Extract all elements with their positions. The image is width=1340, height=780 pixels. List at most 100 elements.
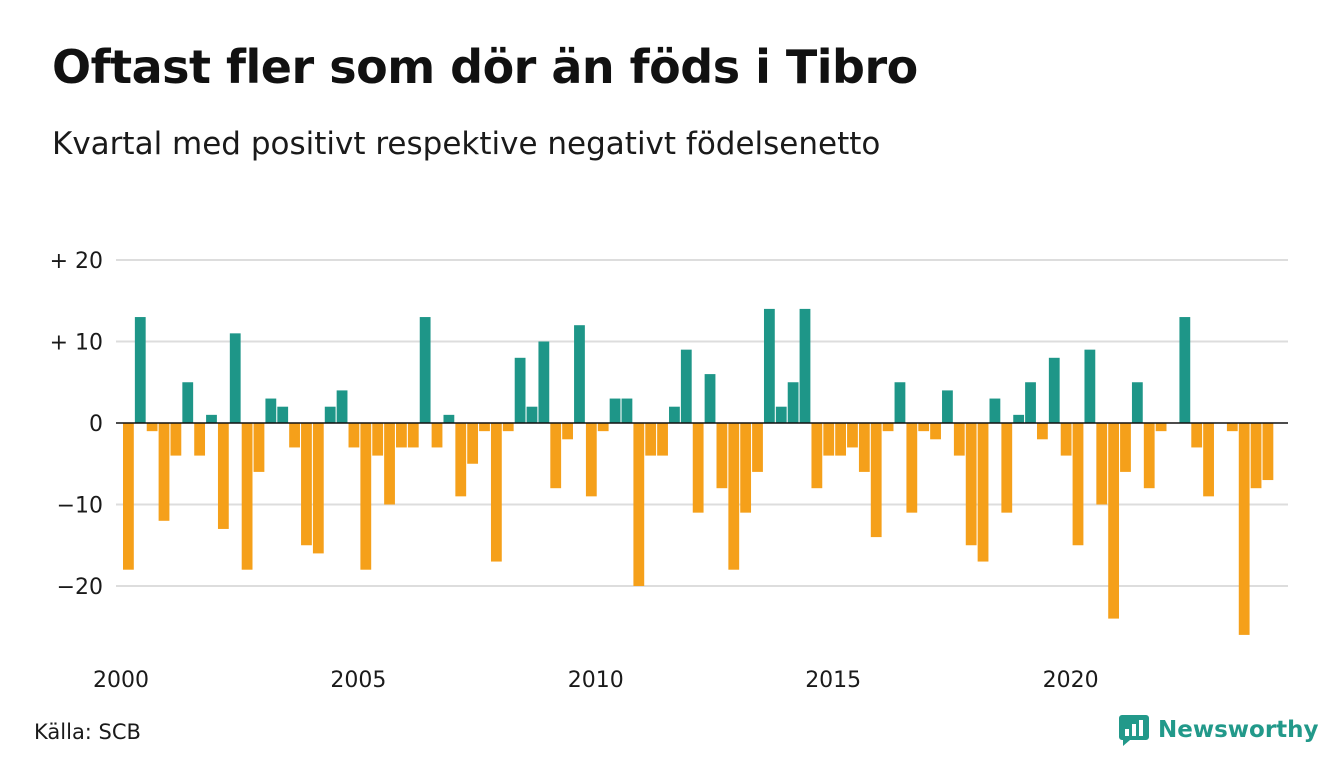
- brand-name: Newsworthy: [1158, 717, 1319, 743]
- bar-positive: [621, 398, 633, 423]
- bar-positive: [514, 357, 526, 423]
- bar-negative: [728, 423, 740, 570]
- bar-negative: [906, 423, 918, 513]
- bar-negative: [597, 423, 609, 432]
- chart-speech-bubble-icon: [1119, 715, 1149, 746]
- bar-negative: [1203, 423, 1214, 497]
- bar-positive: [1131, 382, 1143, 423]
- bar-positive: [336, 390, 348, 423]
- bar-positive: [609, 398, 621, 423]
- bar-positive: [989, 398, 1001, 423]
- bar-negative: [502, 423, 514, 432]
- bar-negative: [965, 423, 977, 546]
- bar-negative: [858, 423, 870, 472]
- bar-negative: [479, 423, 490, 432]
- bar-negative: [1060, 423, 1072, 456]
- bar-positive: [526, 406, 538, 423]
- bar-negative: [372, 423, 384, 456]
- bar-negative: [740, 423, 752, 513]
- bar-positive: [787, 382, 799, 423]
- bar-negative: [823, 423, 835, 456]
- bar-negative: [562, 423, 573, 440]
- bar-positive: [680, 349, 692, 423]
- y-tick-label: + 10: [50, 331, 103, 356]
- bar-negative: [348, 423, 360, 448]
- bar-negative: [217, 423, 229, 529]
- chart-subtitle: Kvartal med positivt respektive negativt…: [52, 126, 881, 162]
- x-tick-label: 2005: [330, 668, 386, 693]
- bar-positive: [277, 406, 289, 423]
- y-tick-label: 0: [89, 412, 103, 437]
- bar-negative: [882, 423, 894, 432]
- bar-negative: [146, 423, 158, 432]
- bar-negative: [633, 423, 645, 586]
- bar-negative: [431, 423, 443, 448]
- y-axis-tick-labels: + 20 + 10 0 −10 −20: [50, 249, 103, 600]
- bar-negative: [847, 423, 858, 448]
- bar-negative: [241, 423, 253, 570]
- bar-negative: [977, 423, 989, 562]
- bar-negative: [301, 423, 312, 546]
- bar-positive: [894, 382, 906, 423]
- bar-negative: [1250, 423, 1262, 489]
- bar-positive: [1013, 414, 1025, 423]
- x-axis-tick-labels: 2000 2005 2010 2015 2020: [93, 668, 1099, 693]
- bar-positive: [538, 341, 550, 423]
- bar-negative: [585, 423, 597, 497]
- bar-negative: [835, 423, 846, 456]
- bar-negative: [1226, 423, 1238, 432]
- bar-negative: [716, 423, 728, 489]
- x-tick-label: 2020: [1043, 668, 1099, 693]
- bar-negative: [550, 423, 562, 489]
- bar-negative: [253, 423, 265, 472]
- bar-negative: [953, 423, 965, 456]
- bar-negative: [170, 423, 182, 456]
- bar-negative: [1262, 423, 1274, 481]
- bar-negative: [455, 423, 467, 497]
- bar-negative: [918, 423, 930, 432]
- bar-positive: [134, 317, 146, 423]
- bar-negative: [930, 423, 941, 440]
- bar-positive: [942, 390, 953, 423]
- bar-positive: [775, 406, 787, 423]
- chart-title: Oftast fler som dör än föds i Tibro: [52, 40, 918, 94]
- bar-negative: [1096, 423, 1108, 505]
- x-tick-label: 2015: [805, 668, 861, 693]
- bar-negative: [312, 423, 324, 554]
- bar-negative: [1155, 423, 1167, 432]
- bar-negative: [1072, 423, 1084, 546]
- bar-positive: [229, 333, 241, 423]
- bar-negative: [360, 423, 372, 570]
- bar-negative: [407, 423, 419, 448]
- bar-positive: [1084, 349, 1096, 423]
- bar-positive: [669, 406, 680, 423]
- bar-positive: [763, 308, 775, 423]
- bar-positive: [1048, 357, 1060, 423]
- bar-negative: [811, 423, 823, 489]
- brand-logo[interactable]: Newsworthy: [1118, 713, 1319, 747]
- bar-negative: [1108, 423, 1120, 619]
- bar-positive: [419, 317, 431, 423]
- bar-negative: [1001, 423, 1013, 513]
- bar-negative: [752, 423, 763, 472]
- bars: [123, 308, 1274, 635]
- bar-negative: [490, 423, 502, 562]
- bar-negative: [1238, 423, 1250, 635]
- source-note: Källa: SCB: [34, 720, 141, 744]
- bar-negative: [467, 423, 479, 464]
- bar-positive: [1179, 317, 1191, 423]
- bar-negative: [396, 423, 407, 448]
- bar-positive: [182, 382, 194, 423]
- bar-positive: [265, 398, 277, 423]
- bar-negative: [1036, 423, 1048, 440]
- bar-negative: [645, 423, 657, 456]
- bar-negative: [1143, 423, 1155, 489]
- x-tick-label: 2000: [93, 668, 149, 693]
- bar-positive: [704, 374, 716, 423]
- bar-positive: [324, 406, 336, 423]
- bar-positive: [799, 308, 811, 423]
- bar-negative: [1191, 423, 1203, 448]
- bar-negative: [194, 423, 206, 456]
- bar-negative: [123, 423, 134, 570]
